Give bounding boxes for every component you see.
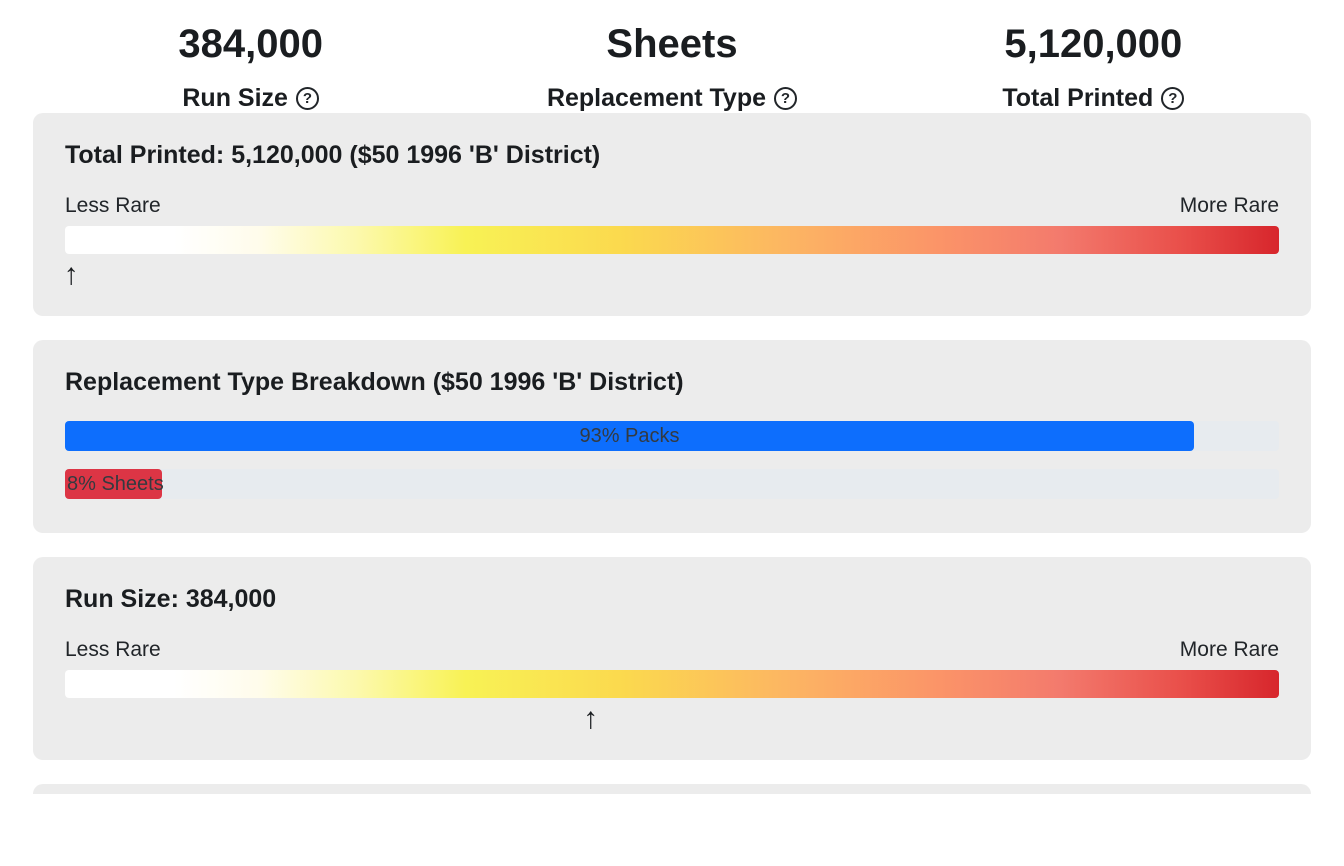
rarity-scale-labels: Less Rare More Rare: [65, 638, 1279, 662]
up-arrow-icon: ↑: [583, 702, 599, 735]
run-size-value: 384,000: [178, 22, 323, 66]
stat-replacement-type: Sheets Replacement Type ?: [461, 22, 882, 113]
more-rare-label: More Rare: [1179, 194, 1279, 217]
total-printed-label: Total Printed: [1002, 84, 1154, 112]
packs-progress-track: 93% Packs: [65, 421, 1279, 451]
next-card-partial: [33, 784, 1311, 794]
total-printed-card: Total Printed: 5,120,000 ($50 1996 'B' D…: [33, 113, 1311, 316]
replacement-type-label: Replacement Type: [546, 84, 767, 112]
sheets-progress-bar: 8% Sheets: [65, 469, 164, 499]
replacement-type-value: Sheets: [606, 22, 738, 66]
run-size-label: Run Size: [182, 84, 288, 112]
run-size-label-row: Run Size ?: [40, 84, 461, 113]
run-size-marker-row: ↑: [65, 700, 1279, 740]
packs-progress-bar: 93% Packs: [65, 421, 1195, 451]
sheets-progress-track: 8% Sheets: [65, 469, 1279, 499]
replacement-type-label-row: Replacement Type ?: [461, 84, 882, 113]
help-icon[interactable]: ?: [1161, 87, 1185, 110]
stat-total-printed: 5,120,000 Total Printed ?: [883, 22, 1304, 113]
total-printed-label-row: Total Printed ?: [883, 84, 1304, 113]
total-printed-rarity-gradient-bar: [65, 226, 1279, 254]
less-rare-label: Less Rare: [65, 194, 161, 217]
less-rare-label: Less Rare: [65, 638, 161, 661]
stats-row: 384,000 Run Size ? Sheets Replacement Ty…: [0, 0, 1344, 113]
help-icon[interactable]: ?: [295, 87, 319, 110]
total-printed-marker-row: ↑: [63, 256, 1279, 296]
total-printed-value: 5,120,000: [1004, 22, 1183, 66]
rarity-scale-labels: Less Rare More Rare: [65, 194, 1279, 218]
up-arrow-icon: ↑: [63, 258, 79, 291]
more-rare-label: More Rare: [1179, 638, 1279, 661]
run-size-card: Run Size: 384,000 Less Rare More Rare ↑: [33, 557, 1311, 760]
sheets-progress-label: 8% Sheets: [67, 472, 164, 495]
run-size-rarity-gradient-bar: [65, 670, 1279, 698]
replacement-breakdown-card-title: Replacement Type Breakdown ($50 1996 'B'…: [65, 368, 684, 396]
packs-progress-label: 93% Packs: [579, 424, 680, 447]
total-printed-card-title: Total Printed: 5,120,000 ($50 1996 'B' D…: [65, 141, 601, 169]
help-icon[interactable]: ?: [774, 87, 798, 110]
stat-run-size: 384,000 Run Size ?: [40, 22, 461, 113]
replacement-breakdown-card: Replacement Type Breakdown ($50 1996 'B'…: [33, 340, 1311, 533]
run-size-card-title: Run Size: 384,000: [65, 585, 277, 613]
